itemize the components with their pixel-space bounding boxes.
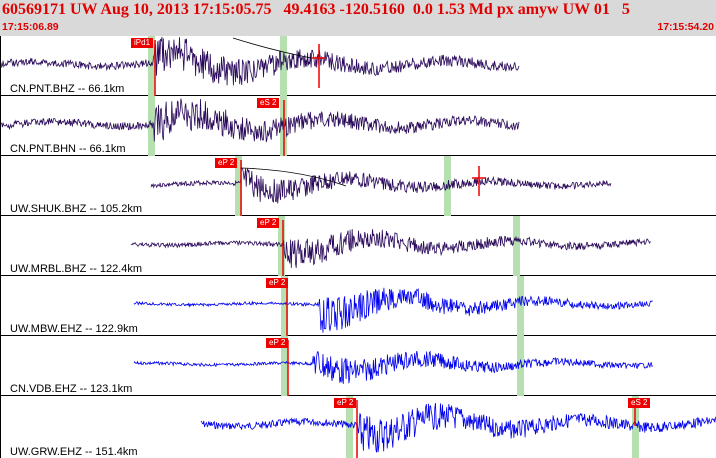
- pick-window: [235, 156, 242, 216]
- trace-label: CN.VDB.EHZ -- 123.1km: [10, 383, 133, 395]
- trace-row[interactable]: eP 2 UW.MRBL.BHZ -- 122.4km: [1, 216, 716, 276]
- pick-window: [517, 336, 524, 396]
- pick-window: [517, 276, 524, 336]
- waveform: [1, 96, 520, 156]
- trace-row[interactable]: iPd1 CN.PNT.BHZ -- 66.1km: [1, 36, 716, 96]
- pick-label[interactable]: eS 2: [257, 98, 280, 108]
- trace-label: UW.MBW.EHZ -- 122.9km: [10, 323, 138, 335]
- pick-label[interactable]: iPd1: [131, 38, 154, 48]
- pick-window: [281, 336, 288, 396]
- waveform: [133, 336, 653, 396]
- event-header: 60569171 UW Aug 10, 2013 17:15:05.75 49.…: [0, 0, 716, 36]
- pick-window: [148, 96, 155, 156]
- pick-label[interactable]: eS 2: [628, 398, 651, 408]
- waveform: [130, 216, 651, 276]
- pick-label[interactable]: eP 2: [334, 398, 357, 408]
- pick-label[interactable]: eP 2: [266, 338, 289, 348]
- trace-row[interactable]: eS 2 CN.PNT.BHN -- 66.1km: [1, 96, 716, 156]
- pick-window: [632, 396, 639, 458]
- trace-label: UW.SHUK.BHZ -- 105.2km: [10, 203, 143, 215]
- trace-row[interactable]: eP 2 CN.VDB.EHZ -- 123.1km: [1, 336, 716, 396]
- seismogram-panel[interactable]: iPd1 CN.PNT.BHZ -- 66.1km eS 2 CN.PNT.BH…: [0, 36, 716, 458]
- pick-window: [513, 216, 520, 276]
- trace-row[interactable]: eP 2 UW.SHUK.BHZ -- 105.2km: [1, 156, 716, 216]
- trace-label: CN.PNT.BHZ -- 66.1km: [10, 83, 125, 95]
- trace-label: UW.MRBL.BHZ -- 122.4km: [10, 263, 143, 275]
- waveform: [1, 36, 520, 96]
- trace-row[interactable]: eP 2 eS 2 UW.GRW.EHZ -- 151.4km: [1, 396, 716, 458]
- waveform: [150, 156, 612, 216]
- pick-label[interactable]: eP 2: [266, 278, 289, 288]
- pick-label[interactable]: eP 2: [215, 158, 238, 168]
- event-summary-line: 60569171 UW Aug 10, 2013 17:15:05.75 49.…: [2, 1, 630, 18]
- trace-row[interactable]: eP 2 UW.MBW.EHZ -- 122.9km: [1, 276, 716, 336]
- window-start-time: 17:15:06.89: [2, 21, 59, 33]
- trace-label: UW.GRW.EHZ -- 151.4km: [10, 446, 138, 458]
- waveform: [133, 276, 653, 336]
- pick-window: [281, 276, 288, 336]
- pick-window: [280, 36, 287, 96]
- pick-window: [148, 36, 155, 96]
- pick-label[interactable]: eP 2: [257, 218, 280, 228]
- trace-label: CN.PNT.BHN -- 66.1km: [10, 143, 126, 155]
- window-end-time: 17:15:54.20: [657, 21, 714, 33]
- pick-window: [346, 396, 353, 458]
